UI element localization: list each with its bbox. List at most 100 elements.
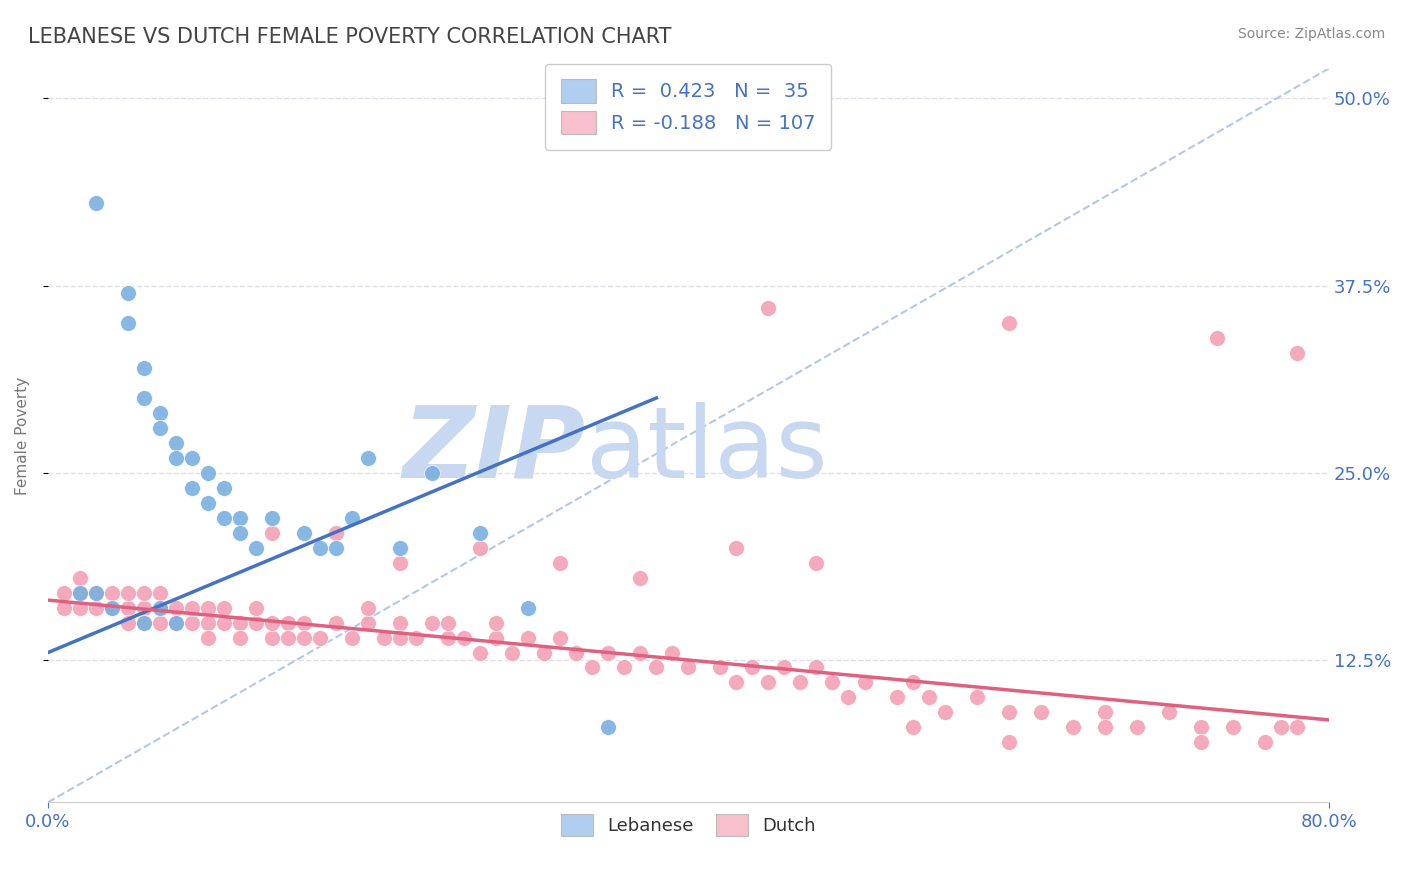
- Point: [149, 406, 172, 420]
- Point: [84, 585, 107, 599]
- Point: [132, 361, 155, 376]
- Point: [262, 525, 284, 540]
- Point: [149, 600, 172, 615]
- Point: [181, 600, 204, 615]
- Point: [453, 631, 475, 645]
- Point: [853, 675, 876, 690]
- Point: [101, 600, 124, 615]
- Point: [262, 510, 284, 524]
- Point: [485, 615, 508, 630]
- Point: [709, 660, 731, 674]
- Point: [53, 585, 76, 599]
- Point: [758, 301, 780, 315]
- Point: [661, 646, 683, 660]
- Point: [84, 600, 107, 615]
- Point: [229, 510, 252, 524]
- Point: [1254, 735, 1277, 749]
- Point: [165, 450, 187, 465]
- Point: [117, 615, 139, 630]
- Point: [292, 615, 315, 630]
- Point: [517, 631, 540, 645]
- Point: [292, 631, 315, 645]
- Point: [517, 600, 540, 615]
- Point: [117, 286, 139, 301]
- Point: [53, 600, 76, 615]
- Point: [806, 660, 828, 674]
- Text: LEBANESE VS DUTCH FEMALE POVERTY CORRELATION CHART: LEBANESE VS DUTCH FEMALE POVERTY CORRELA…: [28, 27, 672, 46]
- Point: [132, 615, 155, 630]
- Point: [309, 541, 332, 555]
- Point: [470, 525, 492, 540]
- Point: [212, 481, 235, 495]
- Point: [165, 615, 187, 630]
- Point: [773, 660, 796, 674]
- Point: [628, 571, 651, 585]
- Point: [197, 466, 219, 480]
- Point: [132, 585, 155, 599]
- Point: [1222, 720, 1244, 734]
- Point: [84, 585, 107, 599]
- Point: [789, 675, 811, 690]
- Point: [245, 541, 267, 555]
- Point: [565, 646, 588, 660]
- Point: [581, 660, 603, 674]
- Point: [277, 631, 299, 645]
- Text: atlas: atlas: [586, 401, 828, 499]
- Point: [212, 615, 235, 630]
- Point: [1189, 735, 1212, 749]
- Point: [1285, 346, 1308, 360]
- Point: [181, 481, 204, 495]
- Text: Source: ZipAtlas.com: Source: ZipAtlas.com: [1237, 27, 1385, 41]
- Point: [741, 660, 763, 674]
- Point: [69, 585, 91, 599]
- Point: [389, 631, 412, 645]
- Point: [628, 646, 651, 660]
- Point: [533, 646, 555, 660]
- Point: [901, 720, 924, 734]
- Point: [197, 615, 219, 630]
- Point: [837, 690, 859, 705]
- Point: [1157, 706, 1180, 720]
- Point: [245, 600, 267, 615]
- Point: [645, 660, 668, 674]
- Point: [229, 525, 252, 540]
- Point: [437, 631, 460, 645]
- Point: [229, 615, 252, 630]
- Point: [292, 525, 315, 540]
- Point: [598, 720, 620, 734]
- Point: [725, 541, 748, 555]
- Point: [389, 615, 412, 630]
- Point: [1285, 720, 1308, 734]
- Point: [1094, 720, 1116, 734]
- Point: [309, 631, 332, 645]
- Point: [181, 450, 204, 465]
- Point: [69, 571, 91, 585]
- Point: [678, 660, 700, 674]
- Point: [1189, 720, 1212, 734]
- Point: [149, 585, 172, 599]
- Point: [806, 556, 828, 570]
- Point: [69, 600, 91, 615]
- Point: [149, 421, 172, 435]
- Point: [420, 615, 443, 630]
- Point: [389, 541, 412, 555]
- Point: [420, 466, 443, 480]
- Point: [470, 541, 492, 555]
- Point: [934, 706, 956, 720]
- Point: [132, 615, 155, 630]
- Point: [357, 600, 380, 615]
- Point: [197, 496, 219, 510]
- Point: [357, 450, 380, 465]
- Point: [149, 600, 172, 615]
- Point: [132, 600, 155, 615]
- Point: [437, 615, 460, 630]
- Point: [101, 585, 124, 599]
- Point: [966, 690, 988, 705]
- Point: [212, 510, 235, 524]
- Point: [197, 600, 219, 615]
- Point: [1125, 720, 1147, 734]
- Point: [501, 646, 523, 660]
- Point: [1029, 706, 1052, 720]
- Point: [181, 615, 204, 630]
- Point: [101, 600, 124, 615]
